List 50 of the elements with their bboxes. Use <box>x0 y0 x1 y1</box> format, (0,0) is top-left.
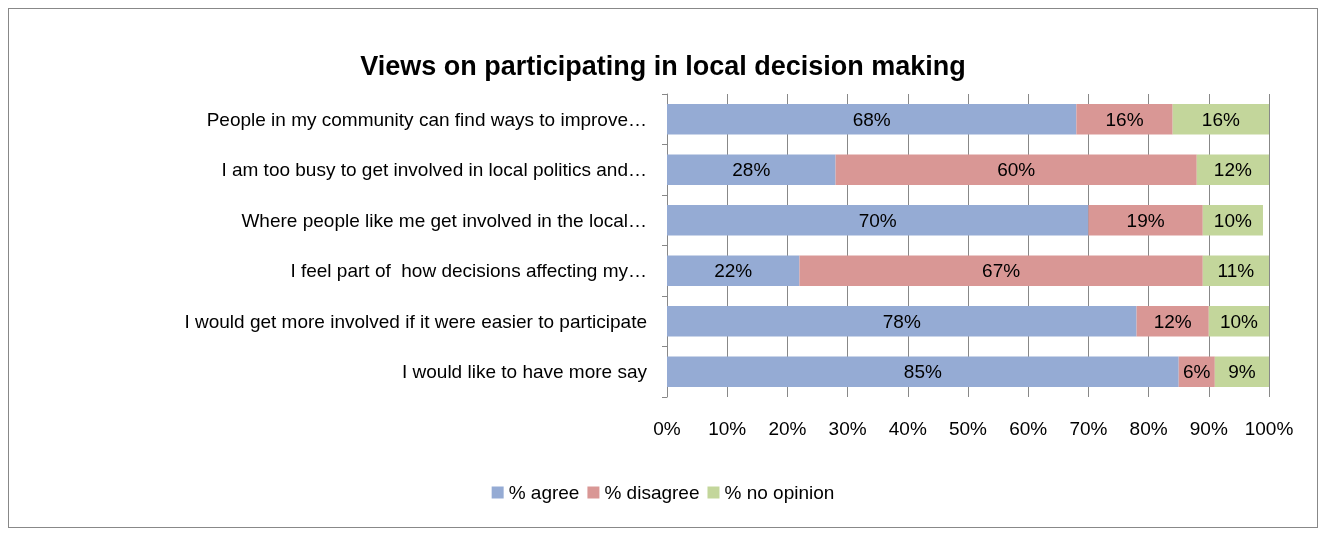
legend-label: % no opinion <box>724 482 835 503</box>
data-label: 10% <box>1213 209 1252 231</box>
data-label: 16% <box>1201 108 1240 130</box>
x-tick-label: 0% <box>653 418 681 439</box>
bar <box>667 356 1179 387</box>
bar <box>1172 104 1269 135</box>
legend-label: % agree <box>508 482 580 503</box>
bar <box>1088 205 1203 236</box>
x-tick-label: 60% <box>1009 418 1048 439</box>
data-label: 11% <box>1217 260 1255 282</box>
data-label: 68% <box>852 108 891 130</box>
bar <box>667 306 1137 337</box>
y-tick-label: People in my community can find ways to improve… <box>206 108 647 130</box>
bar <box>667 154 836 185</box>
data-label: 60% <box>997 159 1036 181</box>
x-tick-label: 20% <box>768 418 807 439</box>
data-label: 6% <box>1183 361 1211 383</box>
data-label: 12% <box>1153 310 1192 332</box>
bar <box>667 255 800 286</box>
y-tick-label: I would get more involved if it were easier to participate <box>184 310 647 332</box>
data-label: 12% <box>1213 159 1252 181</box>
x-tick-label: 30% <box>828 418 867 439</box>
y-tick-label: I am too busy to get involved in local politics and… <box>221 159 647 181</box>
x-tick-label: 50% <box>948 418 988 439</box>
data-label: 19% <box>1126 209 1165 231</box>
chart-title: Views on participating in local decision making <box>360 50 966 81</box>
y-tick-label: I feel part of how decisions affecting my… <box>290 260 647 282</box>
data-label: 10% <box>1219 310 1259 332</box>
x-tick-label: 80% <box>1129 418 1168 439</box>
data-label: 70% <box>858 209 897 231</box>
x-tick-label: 10% <box>708 418 747 439</box>
y-tick-label: I would like to have more say <box>401 361 648 383</box>
data-label: 78% <box>882 310 921 332</box>
y-tick-label: Where people like me get involved in the local… <box>241 209 647 231</box>
x-tick-label: 90% <box>1189 418 1228 439</box>
bar <box>1076 104 1173 135</box>
data-label: 67% <box>982 260 1021 282</box>
data-label: 22% <box>714 260 753 282</box>
bar <box>667 205 1089 236</box>
data-label: 28% <box>732 159 771 181</box>
x-tick-label: 40% <box>888 418 927 439</box>
bar <box>835 154 1197 185</box>
data-label: 9% <box>1228 361 1256 383</box>
legend-label: % disagree <box>604 482 700 503</box>
data-label: 16% <box>1105 108 1144 130</box>
x-tick-label: 100% <box>1244 418 1294 439</box>
x-tick-label: 70% <box>1069 418 1108 439</box>
bar <box>799 255 1203 286</box>
bar <box>667 104 1077 135</box>
data-label: 85% <box>903 361 942 383</box>
